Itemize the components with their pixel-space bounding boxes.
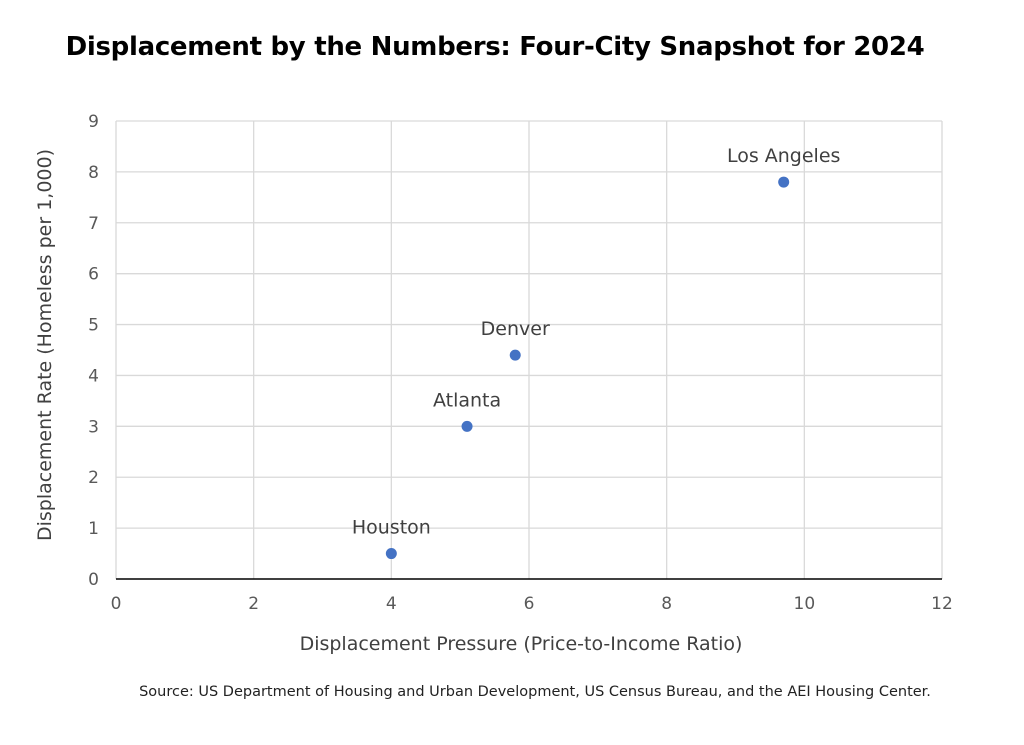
gridlines: [115, 120, 943, 579]
data-label: Denver: [481, 318, 550, 340]
chart-title: Displacement by the Numbers: Four-City S…: [65, 32, 925, 62]
x-tick-label: 2: [248, 594, 259, 614]
y-tick-label: 1: [88, 519, 99, 539]
data-label: Atlanta: [433, 389, 501, 411]
data-point: [385, 548, 397, 560]
source-note: Source: US Department of Housing and Urb…: [139, 684, 931, 700]
x-tick-label: 0: [111, 594, 122, 614]
data-point: [509, 349, 521, 361]
y-tick-label: 6: [88, 265, 99, 285]
x-tick-label: 4: [386, 594, 397, 614]
y-tick-label: 3: [88, 417, 99, 437]
data-points: Houston Atlanta Denver Los Angeles: [352, 145, 840, 560]
data-label: Los Angeles: [727, 145, 840, 167]
y-tick-label: 0: [88, 570, 99, 590]
x-axis-title: Displacement Pressure (Price-to-Income R…: [300, 633, 743, 655]
data-label: Houston: [352, 517, 431, 539]
y-tick-label: 5: [88, 316, 99, 336]
y-axis-title: Displacement Rate (Homeless per 1,000): [34, 149, 56, 541]
y-tick-label: 9: [88, 112, 99, 132]
y-tick-label: 8: [88, 163, 99, 183]
y-tick-label: 2: [88, 468, 99, 488]
x-tick-label: 10: [794, 594, 816, 614]
x-tick-label: 6: [524, 594, 535, 614]
y-tick-label: 4: [88, 366, 99, 386]
data-point: [778, 176, 790, 188]
x-tick-label: 12: [931, 594, 953, 614]
y-tick-label: 7: [88, 214, 99, 234]
x-tick-label: 8: [661, 594, 672, 614]
data-point: [461, 420, 473, 432]
